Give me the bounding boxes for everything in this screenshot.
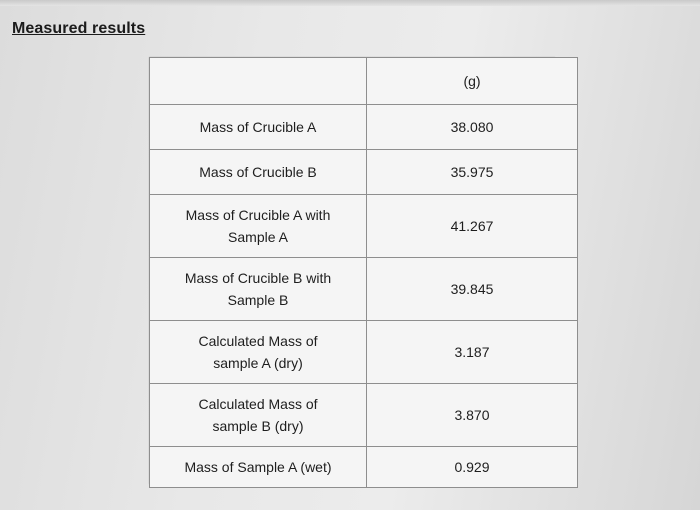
row-label: Mass of Crucible B with Sample B xyxy=(184,270,332,308)
row-value-cell: 0.929 xyxy=(366,446,578,488)
table-row: Calculated Mass of sample B (dry) 3.870 xyxy=(149,383,578,447)
row-label-cell: Calculated Mass of sample A (dry) xyxy=(149,320,367,384)
table-row: Calculated Mass of sample A (dry) 3.187 xyxy=(149,320,578,384)
row-label: Mass of Crucible B xyxy=(199,164,317,180)
table-row: Mass of Crucible A with Sample A 41.267 xyxy=(149,194,578,258)
row-value-cell: 39.845 xyxy=(366,257,578,321)
photo-top-edge xyxy=(0,0,700,6)
results-table-container: (g) Mass of Crucible A 38.080 Mass of Cr… xyxy=(149,57,578,488)
row-label: Calculated Mass of sample A (dry) xyxy=(198,333,318,371)
row-value-cell: 35.975 xyxy=(366,149,578,195)
header-unit-cell: (g) xyxy=(366,57,578,105)
results-table: (g) Mass of Crucible A 38.080 Mass of Cr… xyxy=(149,57,578,488)
table-row: Mass of Sample A (wet) 0.929 xyxy=(149,446,578,488)
row-value-cell: 3.870 xyxy=(366,383,578,447)
section-heading: Measured results xyxy=(12,20,146,37)
row-label-cell: Mass of Crucible B xyxy=(149,149,367,195)
header-label-cell xyxy=(149,57,367,105)
row-label-cell: Mass of Crucible B with Sample B xyxy=(149,257,367,321)
row-label-cell: Mass of Crucible A xyxy=(149,104,367,150)
row-label-cell: Calculated Mass of sample B (dry) xyxy=(149,383,367,447)
row-value-cell: 38.080 xyxy=(366,104,578,150)
row-value-cell: 3.187 xyxy=(366,320,578,384)
row-label: Mass of Sample A (wet) xyxy=(184,459,332,475)
table-row: Mass of Crucible A 38.080 xyxy=(149,104,578,150)
row-value-cell: 41.267 xyxy=(366,194,578,258)
row-label-cell: Mass of Crucible A with Sample A xyxy=(149,194,367,258)
table-row: Mass of Crucible B 35.975 xyxy=(149,149,578,195)
row-label: Mass of Crucible A xyxy=(199,119,317,135)
row-label-cell: Mass of Sample A (wet) xyxy=(149,446,367,488)
row-label: Calculated Mass of sample B (dry) xyxy=(198,396,318,434)
row-label: Mass of Crucible A with Sample A xyxy=(185,207,331,245)
table-row: Mass of Crucible B with Sample B 39.845 xyxy=(149,257,578,321)
table-header-row: (g) xyxy=(149,57,578,105)
